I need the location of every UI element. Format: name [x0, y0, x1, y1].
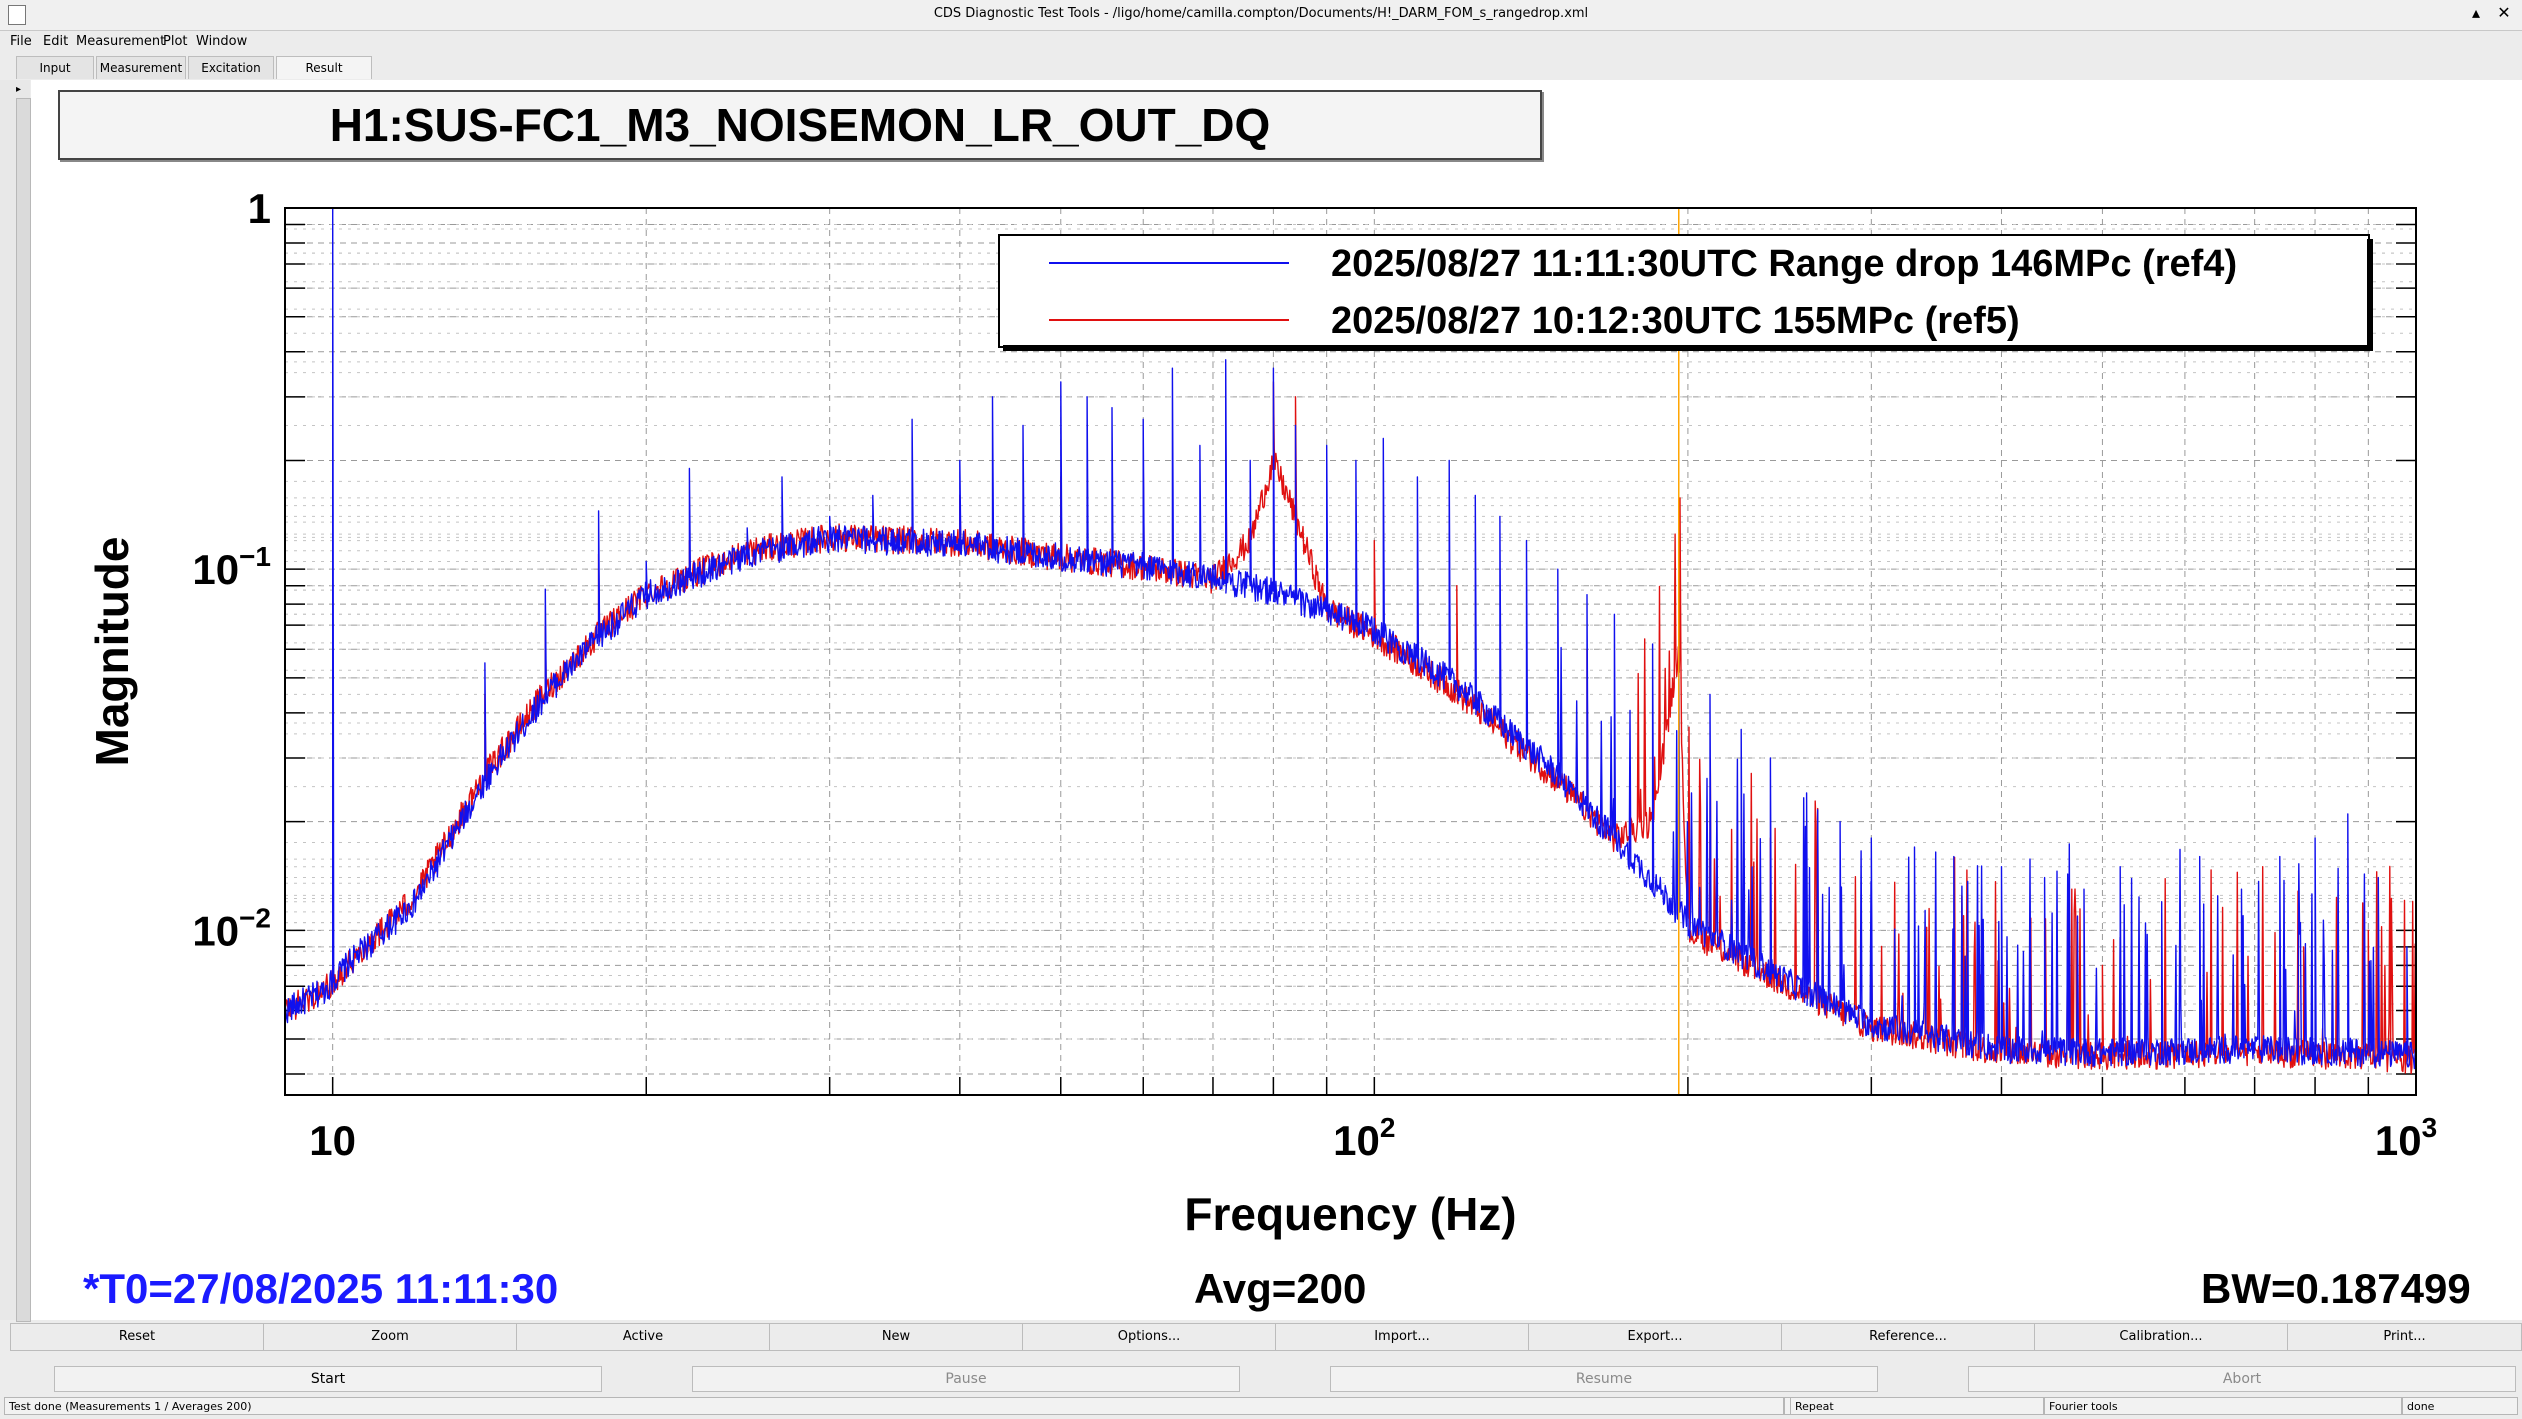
pause-button[interactable]: Pause: [692, 1366, 1240, 1392]
x-tick-label-10: 10: [309, 1117, 356, 1164]
status-bar: Test done (Measurements 1 / Averages 200…: [0, 1395, 2522, 1419]
abort-button[interactable]: Abort: [1968, 1366, 2516, 1392]
app-icon: [8, 5, 26, 25]
spectrum-chart[interactable]: 2025/08/27 11:11:30UTC Range drop 146MPc…: [31, 80, 2522, 1320]
menu-bar: File Edit Measurement Plot Window: [0, 31, 2522, 53]
legend-label-ref5: 2025/08/27 10:12:30UTC 155MPc (ref5): [1331, 300, 2020, 342]
reset-button[interactable]: Reset: [10, 1323, 264, 1351]
tab-measurement[interactable]: Measurement: [96, 56, 186, 79]
import-button[interactable]: Import...: [1275, 1323, 1529, 1351]
start-button[interactable]: Start: [54, 1366, 602, 1392]
y-axis-label: Magnitude: [86, 537, 138, 767]
window-title-bar: CDS Diagnostic Test Tools - /ligo/home/c…: [0, 0, 2522, 31]
status-message: Test done (Measurements 1 / Averages 200…: [4, 1397, 1784, 1415]
tab-result[interactable]: Result: [276, 56, 372, 79]
reference-button[interactable]: Reference...: [1781, 1323, 2035, 1351]
x-tick-label-100: 102: [1333, 1112, 1395, 1164]
tab-excitation[interactable]: Excitation: [188, 56, 274, 79]
options-button[interactable]: Options...: [1022, 1323, 1276, 1351]
legend-box: [998, 234, 2370, 348]
channel-name: H1:SUS-FC1_M3_NOISEMON_LR_OUT_DQ: [329, 99, 1271, 151]
menu-file[interactable]: File: [10, 34, 32, 49]
channel-title-box: H1:SUS-FC1_M3_NOISEMON_LR_OUT_DQ: [58, 90, 1542, 160]
status-fourier-tools: Fourier tools: [2044, 1397, 2402, 1415]
y-tick-label-1: 1: [248, 185, 271, 232]
measurement-control-row: Start Pause Resume Abort: [10, 1366, 2522, 1394]
tab-input[interactable]: Input: [16, 56, 94, 79]
menu-edit[interactable]: Edit: [43, 34, 69, 49]
print-button[interactable]: Print...: [2287, 1323, 2522, 1351]
legend: 2025/08/27 11:11:30UTC Range drop 146MPc…: [998, 234, 2373, 351]
plot-pane: 2025/08/27 11:11:30UTC Range drop 146MPc…: [31, 80, 2522, 1320]
export-button[interactable]: Export...: [1528, 1323, 1782, 1351]
calibration-button[interactable]: Calibration...: [2034, 1323, 2288, 1351]
legend-shadow: [2367, 239, 2373, 351]
zoom-button[interactable]: Zoom: [263, 1323, 517, 1351]
vertical-scrollbar[interactable]: [16, 98, 31, 1322]
window-title: CDS Diagnostic Test Tools - /ligo/home/c…: [933, 6, 1589, 21]
legend-shadow: [1003, 345, 2373, 351]
plot-button-row: Reset Zoom Active New Options... Import.…: [10, 1323, 2522, 1351]
menu-plot[interactable]: Plot: [163, 34, 188, 49]
legend-label-ref4: 2025/08/27 11:11:30UTC Range drop 146MPc…: [1331, 243, 2237, 285]
bw-label: BW=0.187499: [2201, 1265, 2471, 1312]
y-tick-label-0p01: 10−2: [192, 902, 271, 954]
minimize-icon[interactable]: ▴: [2471, 3, 2481, 22]
new-button[interactable]: New: [769, 1323, 1023, 1351]
tab-bar: Input Measurement Excitation Result: [0, 54, 2522, 80]
expand-arrow-icon[interactable]: ▸: [16, 84, 22, 95]
t0-label: *T0=27/08/2025 11:11:30: [83, 1265, 559, 1312]
y-tick-label-0p1: 10−1: [192, 541, 271, 593]
menu-measurement[interactable]: Measurement: [76, 34, 166, 49]
plot-frame: [284, 207, 2417, 1096]
status-done: done: [2402, 1397, 2518, 1415]
status-repeat: Repeat: [1790, 1397, 2044, 1415]
avg-label: Avg=200: [1194, 1265, 1367, 1312]
series-line-ref4: [285, 208, 2416, 1070]
x-axis-label: Frequency (Hz): [1184, 1188, 1516, 1240]
resume-button[interactable]: Resume: [1330, 1366, 1878, 1392]
x-tick-label-1000: 103: [2375, 1112, 2437, 1164]
menu-window[interactable]: Window: [196, 34, 248, 49]
close-icon[interactable]: ✕: [2497, 3, 2511, 22]
active-button[interactable]: Active: [516, 1323, 770, 1351]
